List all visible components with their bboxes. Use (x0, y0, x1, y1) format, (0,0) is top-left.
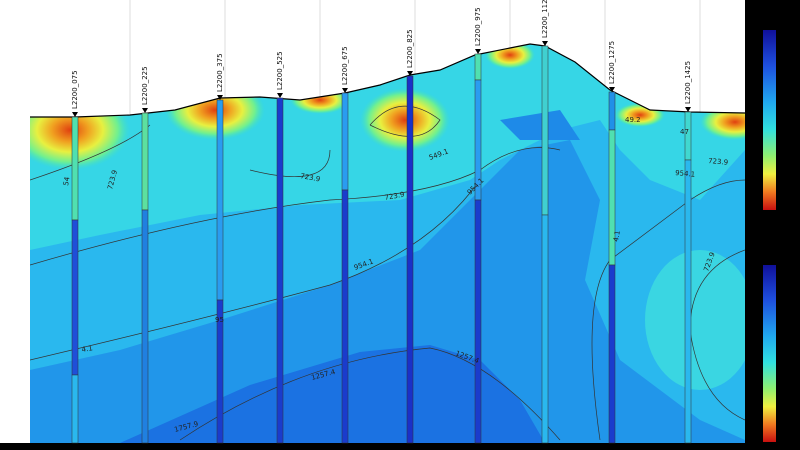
borehole-segment (684, 111, 692, 161)
borehole-segment (71, 116, 79, 221)
borehole-label: L2200_375 (216, 53, 224, 92)
borehole-marker (72, 112, 78, 117)
borehole-segment (541, 214, 549, 444)
borehole-segment (406, 75, 414, 444)
borehole-marker (542, 41, 548, 46)
borehole-label: L2200_525 (276, 51, 284, 90)
borehole-segment (608, 264, 616, 444)
borehole-segment (341, 92, 349, 191)
borehole-label: L2200_975 (474, 7, 482, 46)
borehole-label: L2200_225 (141, 66, 149, 105)
borehole-marker (685, 107, 691, 112)
contour-label: 723.9 (300, 172, 321, 183)
borehole-marker (142, 108, 148, 113)
borehole-label: L2200_825 (406, 29, 414, 68)
terrain-line (30, 43, 746, 118)
contour-label: 723.9 (384, 191, 405, 202)
borehole-label: L2200_075 (71, 70, 79, 109)
borehole-marker (407, 71, 413, 76)
contour-label: 723.9 (708, 157, 729, 167)
contour-label: 4.1 (81, 344, 93, 354)
contour-label: 54 (62, 176, 72, 187)
borehole-label: L2200_1275 (608, 41, 616, 84)
boreholes: L2200_075 L2200_225 L2200_375 L2200_525 L220… (71, 0, 692, 444)
borehole-label: L2200_1425 (684, 61, 692, 104)
borehole-segment (608, 129, 616, 266)
borehole-segment (141, 209, 149, 444)
borehole-segment (474, 53, 482, 81)
borehole-marker (342, 88, 348, 93)
borehole-segment (541, 45, 549, 216)
contour-label: 47 (680, 128, 689, 136)
contour-label: 4.1 (612, 230, 622, 242)
borehole-segment (216, 99, 224, 301)
contour-label: 49.2 (625, 116, 641, 124)
borehole-segment (71, 219, 79, 376)
borehole-segment (276, 97, 284, 444)
borehole-segment (608, 91, 616, 131)
color-bar (763, 265, 776, 442)
borehole-marker (217, 95, 223, 100)
contour-label: 954.1 (675, 169, 696, 179)
borehole-marker (609, 87, 615, 92)
borehole-segment (141, 112, 149, 211)
borehole-segment (474, 199, 482, 444)
borehole-segment (684, 159, 692, 444)
borehole-segment (71, 374, 79, 444)
borehole-marker (277, 93, 283, 98)
borehole-segment (216, 299, 224, 444)
borehole-segment (341, 189, 349, 444)
borehole-marker (475, 49, 481, 54)
color-bar (763, 30, 776, 210)
borehole-label: L2200_675 (341, 46, 349, 85)
borehole-label: L2200_1125 (541, 0, 549, 38)
contour-label: 95 (215, 316, 224, 324)
